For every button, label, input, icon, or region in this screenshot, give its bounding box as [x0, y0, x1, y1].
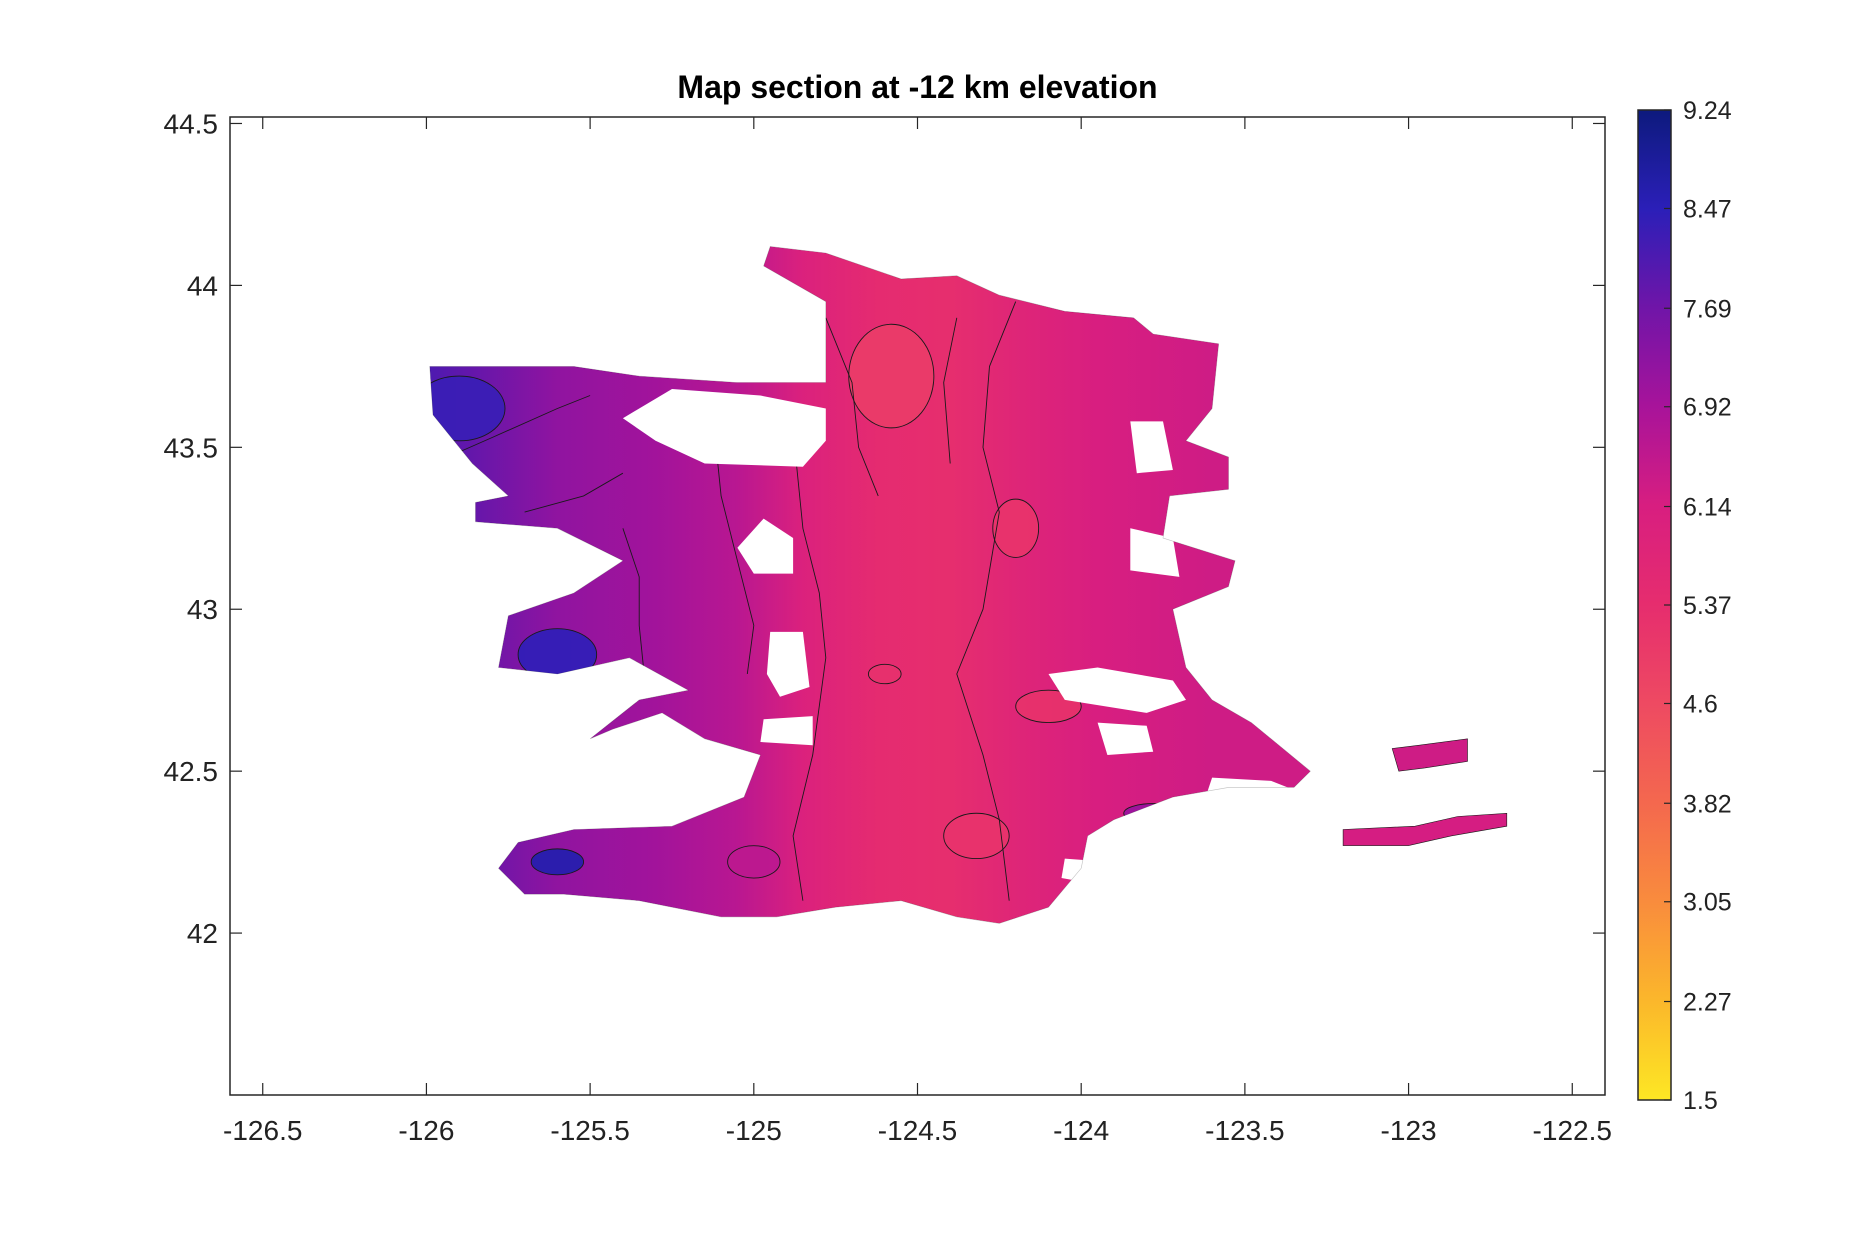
- colorbar-tick-label: 4.6: [1683, 690, 1718, 718]
- plot-area: -126.5 -126 -125.5 -125 -124.5 -124 -123.5 -123…: [164, 108, 1612, 1146]
- x-axis: -126.5 -126 -125.5 -125 -124.5 -124 -123.5 -123…: [223, 117, 1612, 1146]
- x-tick-label: -124.5: [878, 1115, 957, 1146]
- y-tick-label: 42.5: [164, 756, 219, 787]
- colorbar-tick-label: 8.47: [1683, 195, 1732, 223]
- y-tick-label: 44: [187, 270, 218, 301]
- velocity-anomaly: [1015, 689, 1082, 724]
- velocity-anomaly: [727, 845, 781, 879]
- colorbar-tick-label: 7.69: [1683, 295, 1732, 323]
- contour-line: [606, 738, 673, 827]
- contour-line: [943, 317, 958, 464]
- velocity-island: [1391, 738, 1468, 772]
- x-tick-label: -123: [1381, 1115, 1437, 1146]
- x-tick-label: -125: [726, 1115, 782, 1146]
- colorbar-tick-label: 2.27: [1683, 989, 1732, 1017]
- velocity-anomaly: [867, 663, 902, 685]
- colorbar-tick-label: 6.92: [1683, 394, 1732, 422]
- velocity-island: [1342, 812, 1508, 846]
- x-tick-label: -125.5: [550, 1115, 629, 1146]
- velocity-field: [412, 246, 1508, 924]
- x-tick-label: -122.5: [1533, 1115, 1612, 1146]
- colorbar-tick-label: 6.14: [1683, 494, 1732, 522]
- velocity-anomaly: [943, 812, 1010, 860]
- colorbar-tick-label: 5.37: [1683, 592, 1732, 620]
- contour-line: [622, 528, 647, 691]
- velocity-anomaly: [992, 498, 1040, 558]
- x-tick-label: -126.5: [223, 1115, 302, 1146]
- colorbar-tick-label: 1.5: [1683, 1087, 1718, 1115]
- velocity-anomaly: [517, 628, 598, 681]
- contour-line: [524, 472, 624, 513]
- velocity-anomaly: [848, 323, 935, 429]
- contour-line: [956, 301, 1017, 901]
- contour-line: [714, 431, 755, 675]
- contour-line: [825, 317, 879, 497]
- velocity-anomaly: [530, 848, 585, 876]
- x-tick-label: -126: [398, 1115, 454, 1146]
- y-axis: 44.5 44 43.5 43 42.5 42: [164, 108, 1605, 949]
- colorbar-ticks: 1.5 2.27 3.05 3.82 4.6 5.37 6.14 6.92 7.69 8.47 9.…: [1664, 97, 1732, 1115]
- x-tick-label: -123.5: [1205, 1115, 1284, 1146]
- x-tick-label: -124: [1053, 1115, 1109, 1146]
- y-tick-label: 44.5: [164, 108, 219, 139]
- velocity-anomaly: [1123, 803, 1184, 824]
- colorbar: 1.5 2.27 3.05 3.82 4.6 5.37 6.14 6.92 7.69 8.47 9.…: [1637, 97, 1732, 1115]
- velocity-anomaly: [412, 375, 506, 442]
- velocity-region: [429, 246, 1311, 924]
- contour-line: [432, 395, 591, 464]
- y-tick-label: 43.5: [164, 432, 219, 463]
- contour-line: [792, 463, 827, 901]
- colorbar-tick-label: 3.82: [1683, 790, 1732, 818]
- colorbar-tick-label: 9.24: [1683, 97, 1732, 125]
- y-tick-label: 42: [187, 918, 218, 949]
- y-tick-label: 43: [187, 594, 218, 625]
- region-outline: [429, 246, 1311, 924]
- colorbar-tick-label: 3.05: [1683, 889, 1732, 917]
- chart-title: Map section at -12 km elevation: [677, 69, 1157, 105]
